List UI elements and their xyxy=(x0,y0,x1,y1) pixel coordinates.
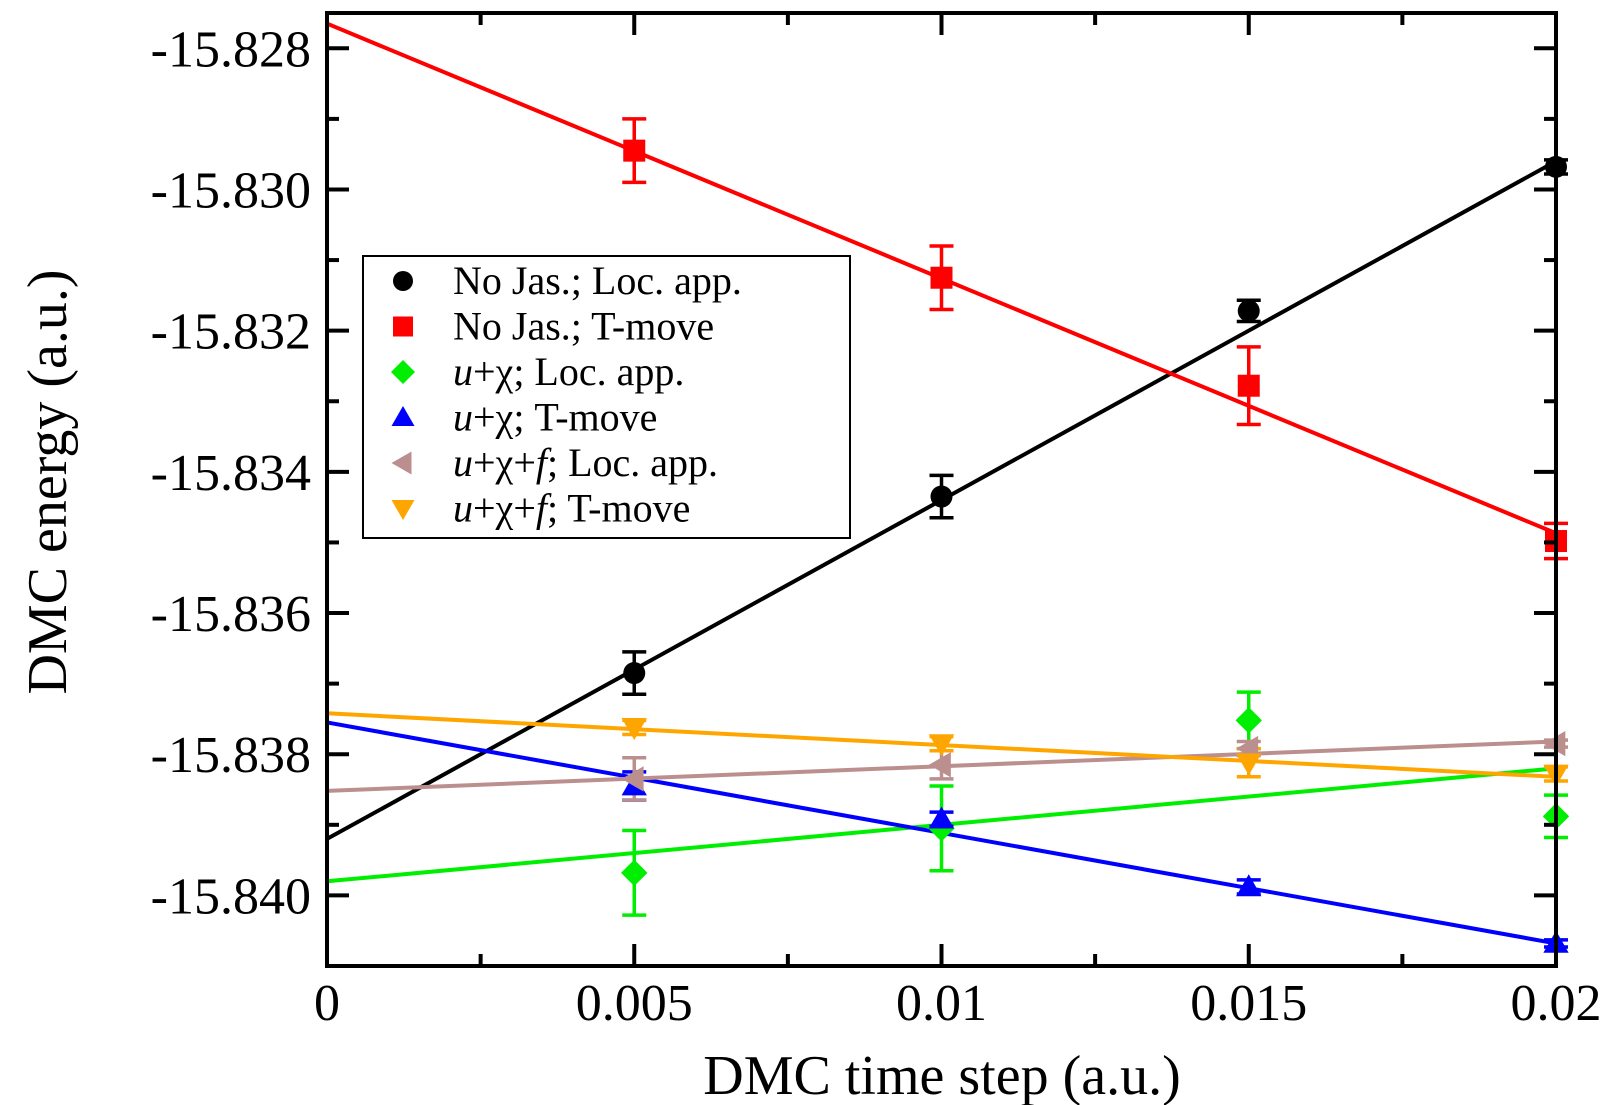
legend-marker-2 xyxy=(391,360,415,384)
data-point-1-2 xyxy=(1237,374,1260,397)
legend-box xyxy=(362,255,851,539)
y-tick-label: -15.836 xyxy=(151,586,311,643)
data-point-5-1 xyxy=(928,734,955,757)
data-point-2-0 xyxy=(621,859,648,887)
legend-label-4: u+χ+f; Loc. app. xyxy=(453,440,718,485)
data-point-3-2 xyxy=(1236,874,1262,897)
legend-marker-5 xyxy=(391,500,415,520)
y-tick-label: -15.830 xyxy=(151,162,311,219)
data-point-2-2 xyxy=(1235,707,1262,734)
axes: 0 0.005 0.01 0.015 0.02 -15.828 -15.830 -15.832… xyxy=(151,11,1602,1032)
data-point-4-1 xyxy=(928,752,951,778)
y-tick-label: -15.840 xyxy=(151,868,311,925)
y-axis-title: DMC energy (a.u.) xyxy=(17,269,79,694)
y-tick-label: -15.832 xyxy=(151,304,311,361)
x-tick-label: 0.005 xyxy=(576,975,693,1032)
x-tick-label: 0 xyxy=(314,975,340,1032)
legend-label-0: No Jas.; Loc. app. xyxy=(453,258,742,303)
data-point-0-2 xyxy=(1237,299,1260,322)
data-point-5-2 xyxy=(1236,753,1262,776)
legend-marker-0 xyxy=(393,271,413,291)
data-point-3-1 xyxy=(928,806,955,829)
data-point-1-0 xyxy=(623,139,646,162)
x-tick-label: 0.01 xyxy=(896,975,987,1032)
data-point-0-0 xyxy=(623,662,646,685)
legend-label-1: No Jas.; T-move xyxy=(453,304,714,349)
data-point-5-0 xyxy=(621,718,647,741)
y-tick-label: -15.828 xyxy=(151,21,311,78)
data-markers xyxy=(621,139,1570,953)
y-tick-label: -15.838 xyxy=(151,727,311,784)
y-tick-label: -15.834 xyxy=(151,445,311,502)
legend-marker-3 xyxy=(391,406,415,426)
x-axis-title: DMC time step (a.u.) xyxy=(703,1045,1180,1105)
legend-marker-1 xyxy=(393,316,413,337)
legend-label-5: u+χ+f; T-move xyxy=(453,486,690,531)
x-tick-label: 0.02 xyxy=(1511,975,1602,1032)
legend-label-3: u+χ; T-move xyxy=(453,395,657,440)
legend-marker-4 xyxy=(391,451,412,475)
data-point-1-1 xyxy=(930,266,953,289)
legend-label-2: u+χ; Loc. app. xyxy=(453,349,684,394)
data-point-4-0 xyxy=(621,766,644,792)
x-tick-label: 0.015 xyxy=(1190,975,1307,1032)
data-point-0-1 xyxy=(930,485,953,508)
